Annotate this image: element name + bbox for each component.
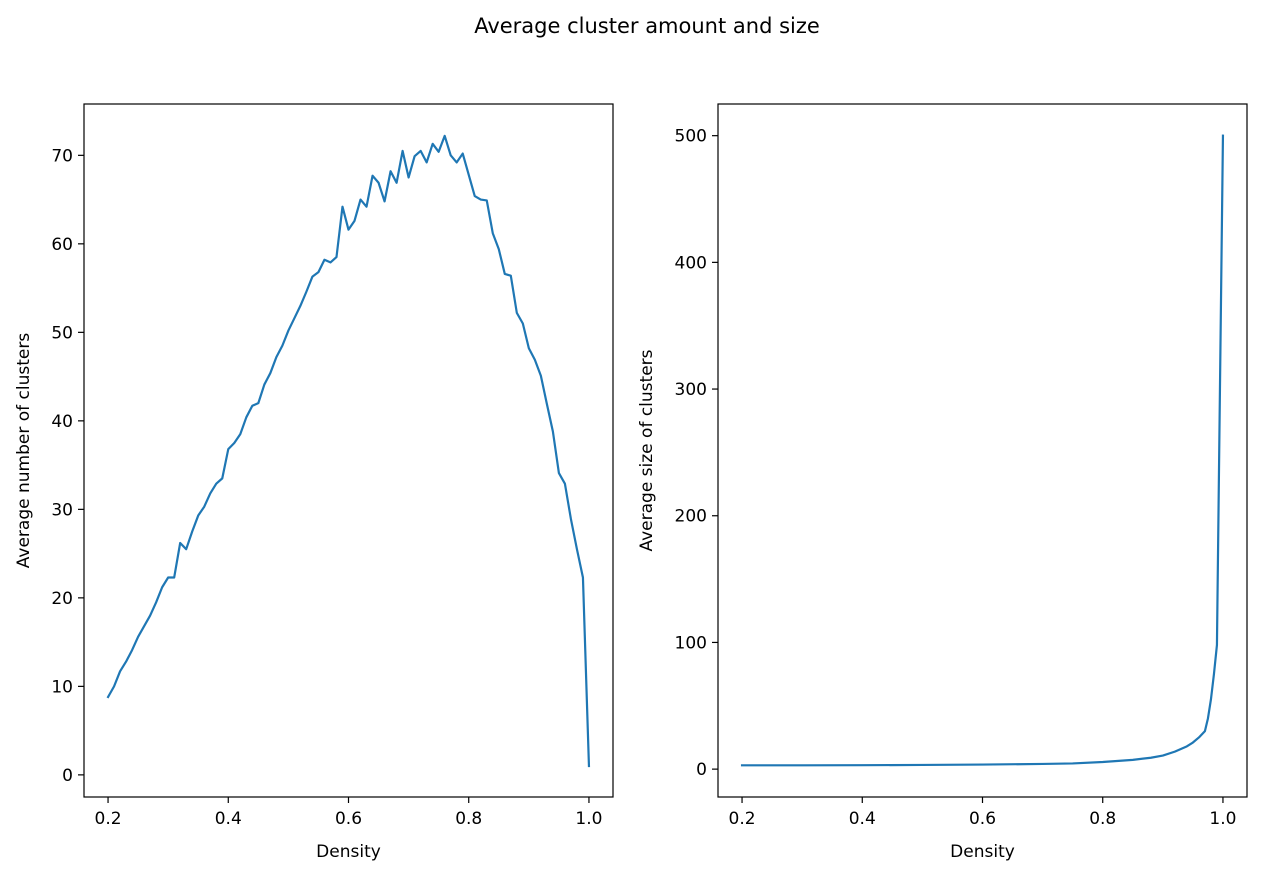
left-y-tick-label: 10 <box>51 677 73 697</box>
right-y-tick-label: 500 <box>675 127 707 147</box>
right-y-tick-label: 100 <box>675 633 707 653</box>
left-subplot: 0.2 0.4 0.6 0.8 1.0 0 10 20 30 40 50 60 70 Density Ave… <box>14 103 614 862</box>
left-y-tick-label: 60 <box>51 235 73 255</box>
left-x-tick-label: 0.2 <box>95 809 122 829</box>
left-series-line-0 <box>106 134 591 768</box>
left-y-tick-label: 40 <box>51 412 73 432</box>
left-y-tick-label: 0 <box>62 766 73 786</box>
right-y-tick-label: 0 <box>696 760 707 780</box>
figure-title: Average cluster amount and size <box>474 14 820 38</box>
left-x-tick-label: 1.0 <box>575 809 602 829</box>
right-x-tick-label: 1.0 <box>1209 809 1236 829</box>
right-x-tick-label: 0.6 <box>969 809 996 829</box>
right-y-tick-label: 300 <box>675 380 707 400</box>
left-y-axis-label: Average number of clusters <box>14 333 34 569</box>
left-y-tick-label: 20 <box>51 589 73 609</box>
left-y-tick-label: 50 <box>51 323 73 343</box>
right-subplot: 0.2 0.4 0.6 0.8 1.0 0 100 200 300 400 500 Density Av… <box>637 103 1248 862</box>
right-y-tick-label: 400 <box>675 253 707 273</box>
left-x-tick-label: 0.4 <box>215 809 242 829</box>
right-x-tick-label: 0.8 <box>1089 809 1116 829</box>
left-x-tick-label: 0.6 <box>335 809 362 829</box>
left-x-axis-label: Density <box>316 842 381 862</box>
left-x-tick-label: 0.8 <box>455 809 482 829</box>
right-y-tick-label: 200 <box>675 507 707 527</box>
right-series-line-0 <box>740 134 1225 767</box>
left-y-tick-label: 70 <box>51 146 73 166</box>
right-y-axis-label: Average size of clusters <box>637 349 657 551</box>
right-x-tick-label: 0.4 <box>849 809 876 829</box>
right-x-axis-label: Density <box>950 842 1015 862</box>
right-x-tick-label: 0.2 <box>729 809 756 829</box>
left-y-tick-label: 30 <box>51 500 73 520</box>
